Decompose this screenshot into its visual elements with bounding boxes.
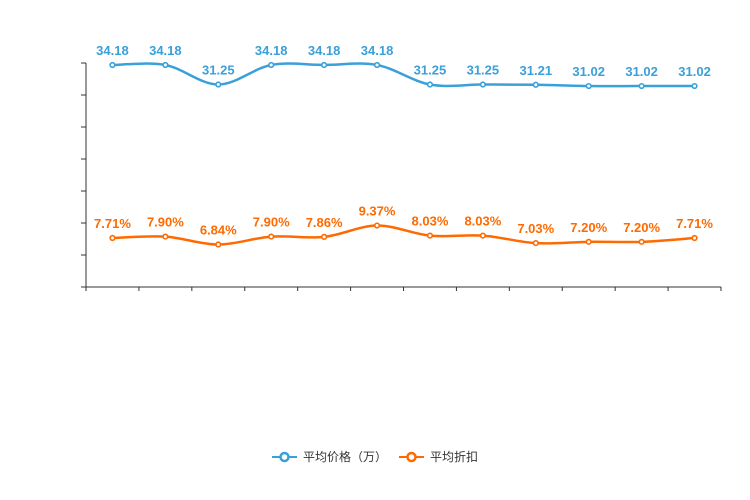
data-point[interactable] — [532, 81, 539, 88]
legend-label-avg-discount: 平均折扣 — [430, 450, 479, 464]
data-point[interactable] — [215, 81, 222, 88]
data-point[interactable] — [585, 82, 592, 90]
line-chart: 34.18 34.18 31.25 34.18 34.18 34.18 31.25 31.25… — [81, 43, 722, 291]
data-label: 34.18 — [96, 43, 129, 58]
data-point[interactable] — [426, 232, 434, 239]
data-label: 34.18 — [361, 43, 394, 58]
series-line-0 — [111, 62, 696, 88]
data-label: 31.25 — [467, 63, 500, 78]
data-label: 7.20% — [623, 220, 660, 235]
data-label: 6.84% — [200, 223, 237, 238]
data-point[interactable] — [109, 61, 116, 69]
data-point[interactable] — [321, 233, 328, 240]
data-label: 34.18 — [255, 43, 288, 58]
data-point[interactable] — [162, 233, 169, 240]
data-point[interactable] — [479, 232, 486, 239]
data-point[interactable] — [268, 233, 275, 240]
legend-label-avg-price: 平均价格（万） — [302, 450, 387, 464]
data-point[interactable] — [479, 81, 486, 88]
legend-circle-icon — [406, 451, 417, 463]
data-point[interactable] — [321, 61, 328, 69]
legend: 平均价格（万） 平均折扣 — [0, 445, 750, 469]
data-point[interactable] — [109, 234, 116, 242]
data-label: 34.18 — [149, 43, 182, 58]
data-label: 7.90% — [147, 215, 184, 230]
data-point[interactable] — [638, 238, 645, 245]
series-line-1 — [111, 224, 696, 246]
data-point[interactable] — [268, 61, 275, 69]
data-point[interactable] — [532, 240, 539, 247]
data-label: 7.86% — [306, 215, 343, 230]
data-label: 31.25 — [414, 63, 447, 78]
data-label: 9.37% — [359, 204, 396, 219]
line-circle-marker-icon — [271, 451, 297, 463]
data-point[interactable] — [691, 82, 698, 90]
data-label: 7.03% — [517, 221, 554, 236]
line-circle-marker-icon — [399, 451, 424, 463]
data-point[interactable] — [638, 82, 645, 90]
data-label: 31.02 — [572, 64, 605, 79]
data-label: 7.20% — [570, 220, 607, 235]
data-point[interactable] — [585, 238, 592, 245]
data-point[interactable] — [691, 234, 698, 242]
data-label: 7.90% — [253, 215, 290, 230]
data-label: 31.02 — [625, 64, 658, 79]
data-label: 31.21 — [520, 63, 553, 78]
legend-item-avg-discount[interactable]: 平均折扣 — [399, 445, 478, 469]
data-label: 7.71% — [94, 216, 131, 231]
legend-circle-icon — [279, 451, 290, 463]
data-point[interactable] — [373, 61, 381, 69]
data-point[interactable] — [373, 222, 381, 229]
data-point[interactable] — [215, 241, 222, 248]
data-point[interactable] — [162, 61, 169, 69]
data-label: 8.03% — [464, 214, 501, 229]
data-label: 31.02 — [678, 64, 711, 79]
legend-item-avg-price[interactable]: 平均价格（万） — [271, 445, 387, 469]
data-label: 34.18 — [308, 43, 341, 58]
data-label: 31.25 — [202, 63, 235, 78]
data-label: 7.71% — [676, 216, 713, 231]
data-point[interactable] — [426, 81, 434, 88]
data-label: 8.03% — [412, 214, 449, 229]
